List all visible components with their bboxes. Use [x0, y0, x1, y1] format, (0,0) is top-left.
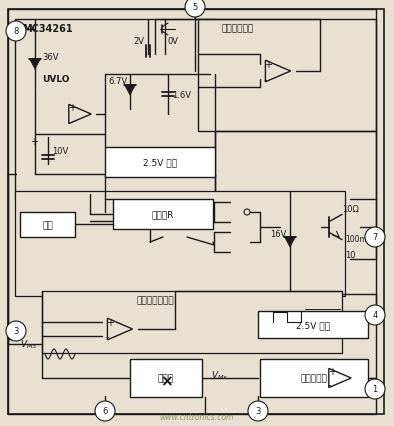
- Text: 7: 7: [372, 233, 378, 242]
- Text: -: -: [328, 379, 331, 389]
- Text: 10V: 10V: [52, 147, 68, 156]
- Text: 電流傳感比較器: 電流傳感比較器: [136, 295, 174, 304]
- Bar: [258, 311, 368, 338]
- Text: 10Ω: 10Ω: [342, 205, 359, 214]
- Text: 2.5V 基準: 2.5V 基準: [296, 320, 330, 329]
- Bar: [15, 192, 345, 296]
- Text: 36V: 36V: [42, 53, 58, 62]
- Text: 16V: 16V: [270, 230, 286, 239]
- Text: MC34261: MC34261: [22, 24, 72, 34]
- Polygon shape: [125, 85, 136, 96]
- Circle shape: [365, 305, 385, 325]
- Bar: [15, 20, 215, 199]
- Text: 4: 4: [372, 311, 377, 320]
- Text: +: +: [68, 103, 76, 113]
- Circle shape: [185, 0, 205, 18]
- Text: 2.5V 基準: 2.5V 基準: [143, 158, 177, 167]
- Text: www.cntronics.com: www.cntronics.com: [160, 412, 234, 421]
- Text: 1.6V: 1.6V: [172, 90, 191, 99]
- Circle shape: [95, 401, 115, 421]
- Text: 零電流檢測器: 零電流檢測器: [222, 24, 254, 33]
- Circle shape: [365, 379, 385, 399]
- Text: 8: 8: [13, 27, 19, 36]
- Text: 3: 3: [255, 406, 261, 415]
- Text: -: -: [106, 331, 110, 341]
- Text: 延時: 延時: [42, 221, 53, 230]
- Text: +: +: [328, 366, 336, 376]
- Text: 100mA: 100mA: [345, 235, 372, 244]
- Circle shape: [6, 22, 26, 42]
- Circle shape: [365, 227, 385, 248]
- Text: 1: 1: [372, 385, 377, 394]
- Circle shape: [6, 321, 26, 341]
- Text: 5: 5: [192, 3, 198, 12]
- Bar: [20, 213, 75, 237]
- Text: 6: 6: [102, 406, 108, 415]
- Bar: [113, 199, 213, 230]
- Polygon shape: [284, 237, 296, 248]
- Text: ×: ×: [160, 374, 172, 389]
- Text: 10: 10: [345, 251, 355, 260]
- Text: 誤差放大器: 誤差放大器: [301, 374, 327, 383]
- Bar: [260, 359, 368, 397]
- Text: +: +: [264, 60, 272, 70]
- Text: $V_{Mo}$: $V_{Mo}$: [143, 357, 161, 370]
- Polygon shape: [30, 60, 41, 70]
- Text: +: +: [106, 317, 114, 327]
- Bar: [105, 148, 215, 178]
- Text: UVLO: UVLO: [42, 75, 69, 84]
- Text: 2V: 2V: [133, 37, 144, 46]
- Text: +: +: [30, 137, 38, 147]
- Bar: [42, 291, 342, 353]
- Text: 定時器R: 定時器R: [152, 210, 174, 219]
- Text: 乘法器: 乘法器: [158, 374, 174, 383]
- Text: $V_{Mx}$: $V_{Mx}$: [211, 369, 229, 382]
- Text: $V_{M3}$: $V_{M3}$: [20, 338, 37, 351]
- Bar: [130, 359, 202, 397]
- Text: 3: 3: [13, 327, 19, 336]
- Circle shape: [248, 401, 268, 421]
- Text: 0V: 0V: [168, 37, 179, 46]
- Bar: [198, 20, 376, 132]
- Text: -: -: [264, 75, 268, 85]
- Text: 6.7V: 6.7V: [108, 77, 127, 86]
- Text: -: -: [68, 117, 72, 127]
